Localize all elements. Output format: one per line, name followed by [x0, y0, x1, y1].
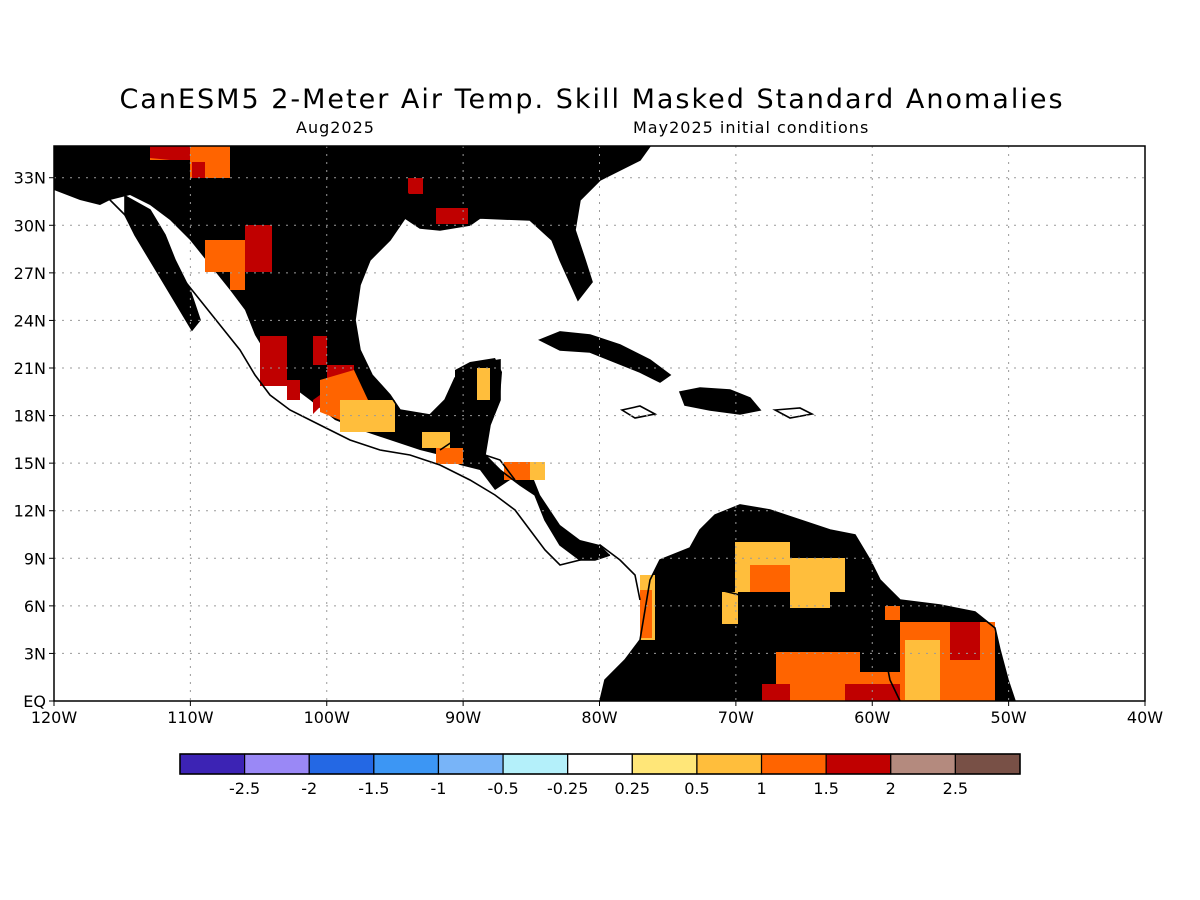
lat-label: 33N	[14, 169, 46, 188]
coast-north-america	[354, 146, 651, 561]
lon-label: 90W	[445, 708, 481, 727]
lon-label: 70W	[718, 708, 754, 727]
anomaly-shade	[905, 640, 940, 700]
colorbar-label: -2	[301, 779, 317, 798]
colorbar-label: -1	[430, 779, 446, 798]
border-us-mexico	[54, 146, 421, 211]
colorbar-label: -1.5	[358, 779, 389, 798]
colorbar-swatch	[244, 753, 310, 775]
colorbar-swatch	[437, 753, 504, 775]
colorbar-label: -2.5	[229, 779, 260, 798]
anomaly-shade	[477, 368, 490, 400]
lat-label: EQ	[23, 692, 46, 711]
initial-conditions: May2025 initial conditions	[633, 118, 870, 137]
coast-puerto-rico	[772, 407, 815, 419]
colorbar-frame	[179, 753, 1021, 775]
anomaly-layer	[150, 146, 995, 701]
colorbar-labels: -2.5 -2 -1.5 -1 -0.5 -0.25 0.25 0.5 1 1.5 2 2.5	[229, 779, 968, 798]
latitude-labels: 33N 30N 27N 24N 21N 18N 15N 12N 9N 6N 3N EQ	[14, 169, 54, 711]
colorbar-label: -0.5	[487, 779, 518, 798]
map-title: CanESM5 2-Meter Air Temp. Skill Masked S…	[119, 84, 1065, 115]
colorbar-swatch	[308, 753, 375, 775]
colorbar-swatch	[954, 753, 1021, 775]
longitude-labels: 120W 110W 100W 90W 80W 70W 60W 50W 40W	[31, 701, 1163, 727]
coast-hispaniola	[678, 387, 762, 415]
anomaly-shade	[192, 162, 205, 178]
anomaly-shade	[408, 178, 423, 194]
colorbar-label: 1.5	[813, 779, 838, 798]
colorbar-label: 1	[756, 779, 766, 798]
lat-label: 18N	[14, 407, 46, 426]
anomaly-shade	[530, 462, 545, 480]
colorbar-swatch	[502, 753, 569, 775]
anomaly-shade	[750, 565, 790, 592]
lat-label: 12N	[14, 502, 46, 521]
lon-label: 60W	[854, 708, 890, 727]
mask-baja-california	[125, 196, 200, 330]
lat-label: 6N	[24, 597, 46, 616]
anomaly-shade	[245, 225, 272, 272]
coast-south-america	[599, 504, 1016, 701]
coast-baja	[124, 194, 201, 332]
colorbar-swatch	[890, 753, 956, 775]
anomaly-shade	[205, 240, 245, 290]
anomaly-shade	[436, 448, 463, 464]
anomaly-shade	[150, 146, 190, 160]
colorbar-swatch	[825, 753, 892, 775]
colorbar-swatch	[373, 753, 440, 775]
lon-label: 120W	[31, 708, 78, 727]
forecast-month: Aug2025	[296, 118, 375, 137]
lat-label: 9N	[24, 549, 46, 568]
border-central-america	[439, 439, 516, 481]
anomaly-shade	[722, 592, 738, 624]
anomaly-shade	[845, 684, 900, 701]
lon-label: 80W	[581, 708, 617, 727]
anomaly-shade	[762, 684, 790, 701]
coastline-outlines	[54, 146, 1016, 701]
colorbar	[179, 753, 1021, 775]
colorbar-swatch	[179, 753, 246, 775]
lon-label: 100W	[304, 708, 351, 727]
lat-label: 3N	[24, 644, 46, 663]
lon-label: 40W	[1127, 708, 1163, 727]
map-area	[54, 146, 1145, 701]
anomaly-shade	[287, 380, 300, 400]
colorbar-label: 2.5	[943, 779, 968, 798]
lat-label: 15N	[14, 454, 46, 473]
lat-label: 21N	[14, 359, 46, 378]
colorbar-swatch	[760, 753, 827, 775]
border-south-america-interior	[699, 559, 901, 701]
colorbar-swatch	[696, 753, 763, 775]
colorbar-swatch	[631, 753, 698, 775]
colorbar-swatch	[567, 753, 633, 775]
lat-lon-grid	[54, 146, 1145, 701]
anomaly-shade	[422, 432, 450, 448]
mask-north-america	[54, 146, 650, 560]
lon-label: 50W	[991, 708, 1027, 727]
lat-label: 30N	[14, 216, 46, 235]
colorbar-label: 0.5	[684, 779, 709, 798]
colorbar-label: -0.25	[547, 779, 588, 798]
mask-cuba	[540, 332, 670, 382]
anomaly-shade	[885, 606, 900, 620]
coast-cuba	[538, 331, 672, 383]
colorbar-label: 2	[886, 779, 896, 798]
lat-label: 24N	[14, 311, 46, 330]
coast-pacific-mexico	[54, 149, 641, 601]
anomaly-shade	[436, 208, 468, 224]
lat-label: 27N	[14, 264, 46, 283]
anomaly-shade	[950, 622, 980, 660]
anomaly-shade	[260, 336, 287, 386]
colorbar-label: 0.25	[614, 779, 650, 798]
anomaly-shade	[313, 336, 327, 365]
lon-label: 110W	[167, 708, 214, 727]
